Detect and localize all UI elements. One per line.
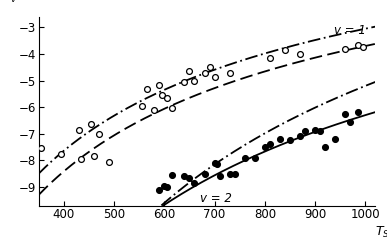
Text: v = 1: v = 1 <box>334 24 366 37</box>
X-axis label: $T_S$/K: $T_S$/K <box>375 224 387 239</box>
Text: v = 2: v = 2 <box>200 192 231 205</box>
Text: $lnP_v$: $lnP_v$ <box>0 0 18 5</box>
